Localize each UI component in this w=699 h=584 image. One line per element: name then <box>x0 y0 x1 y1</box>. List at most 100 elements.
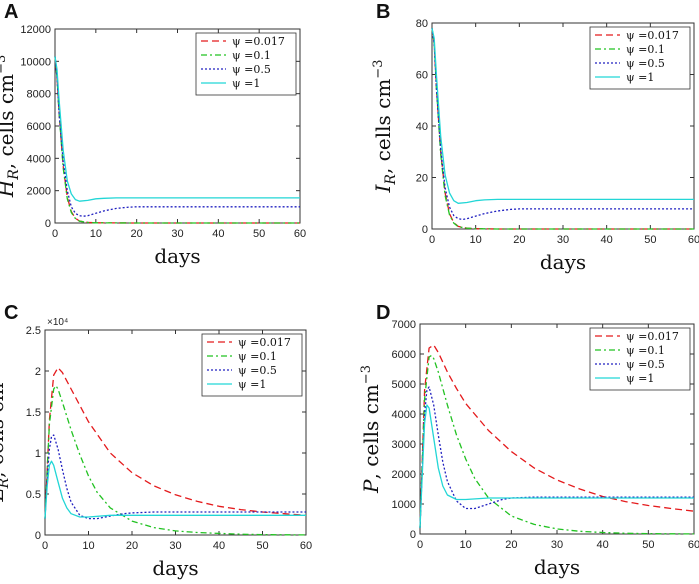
legend-entry: ψ =0.5 <box>232 63 271 76</box>
y-tick-label: 1 <box>35 448 41 460</box>
legend-box <box>589 26 691 90</box>
x-tick-label: 50 <box>253 228 265 240</box>
legend-entry: ψ =0.017 <box>232 35 285 48</box>
x-tick-label: 0 <box>417 539 423 551</box>
y-tick-label: 1.5 <box>26 407 41 419</box>
panel-b: B 0 10 20 30 40 50 60 0 20 40 60 80 days IR, cells cm−… <box>371 1 699 274</box>
y-tick-label: 5000 <box>392 379 416 391</box>
legend-entry: ψ =0.1 <box>238 350 277 363</box>
series-line-3 <box>419 386 694 529</box>
legend-box <box>589 327 691 391</box>
x-tick-label: 60 <box>294 228 306 240</box>
panel-letter: A <box>4 1 18 23</box>
x-tick-label: 40 <box>597 539 609 551</box>
series-line-4 <box>44 460 306 519</box>
x-tick-label: 10 <box>460 539 472 551</box>
y-tick-label: 40 <box>416 121 428 133</box>
y-tick-label: 1000 <box>392 499 416 511</box>
y-tick-label: 10000 <box>20 56 51 68</box>
legend-entry: ψ =0.1 <box>232 49 271 62</box>
y-tick-label: 2 <box>35 366 41 378</box>
y-tick-label: 0 <box>45 218 51 230</box>
panel-a: A 0 10 20 30 40 50 60 0 2000 4000 6000 8000 10000 1200… <box>0 1 306 268</box>
x-tick-label: 30 <box>551 539 563 551</box>
y-tick-label: 4000 <box>392 409 416 421</box>
x-tick-label: 30 <box>171 228 183 240</box>
x-tick-label: 40 <box>601 234 613 246</box>
y-tick-label: 60 <box>416 70 428 82</box>
legend-entry: ψ =0.5 <box>238 364 277 377</box>
x-tick-label: 60 <box>300 540 312 552</box>
series-line-2 <box>419 354 695 535</box>
panel-letter: C <box>4 302 18 324</box>
y-axis-label: HR, cells cm−3 <box>0 55 22 199</box>
legend-entry: ψ =0.5 <box>626 358 665 371</box>
panel-c: C 0 10 20 30 40 50 60 0 0.5 1 1.5 2 2.5 ×10⁴ days LR, ce… <box>0 302 312 580</box>
legend-box <box>195 32 297 96</box>
legend-entry: ψ =1 <box>626 71 654 84</box>
panel-d: D 0 10 20 30 40 50 60 0 1000 2000 3000 4000 5000 6000 7… <box>359 302 699 579</box>
legend-box <box>201 333 303 397</box>
y-tick-label: 6000 <box>27 121 51 133</box>
legend-entry: ψ =1 <box>232 77 260 90</box>
y-tick-label: 2000 <box>27 186 51 198</box>
x-axis-label: days <box>540 250 586 274</box>
panel-letter: D <box>376 302 390 324</box>
series-line-3 <box>44 434 306 520</box>
x-tick-label: 40 <box>213 540 225 552</box>
x-tick-label: 50 <box>644 234 656 246</box>
series-line-1 <box>431 28 694 230</box>
y-tick-label: 2000 <box>392 469 416 481</box>
x-tick-label: 30 <box>169 540 181 552</box>
y-axis-label: P, cells cm−3 <box>359 365 383 494</box>
y-tick-label: 20 <box>416 173 428 185</box>
y-tick-label: 8000 <box>27 89 51 101</box>
x-tick-label: 60 <box>688 539 699 551</box>
series-line-1 <box>54 56 300 224</box>
legend-entry: ψ =0.5 <box>626 57 665 70</box>
y-exponent-label: ×10⁴ <box>47 317 68 328</box>
x-tick-label: 30 <box>557 234 569 246</box>
x-tick-label: 20 <box>505 539 517 551</box>
series-line-3 <box>431 28 694 221</box>
legend-entry: ψ =1 <box>626 372 654 385</box>
x-tick-label: 0 <box>42 540 48 552</box>
y-tick-label: 2.5 <box>26 325 41 337</box>
legend-entry: ψ =0.017 <box>238 336 291 349</box>
series-line-1 <box>419 344 695 529</box>
x-tick-label: 10 <box>470 234 482 246</box>
legend-entry: ψ =1 <box>238 378 266 391</box>
y-axis-label: IR, cells cm−3 <box>371 60 399 194</box>
y-tick-label: 3000 <box>392 439 416 451</box>
x-tick-label: 20 <box>126 540 138 552</box>
x-tick-label: 10 <box>82 540 94 552</box>
legend-entry: ψ =0.017 <box>626 330 679 343</box>
series-line-1 <box>44 367 307 519</box>
y-axis-label: LR, cells cm−3 <box>0 363 12 502</box>
x-tick-label: 40 <box>212 228 224 240</box>
y-tick-label: 0 <box>35 530 41 542</box>
x-axis-label: days <box>154 244 200 268</box>
legend-entry: ψ =0.017 <box>626 29 679 42</box>
x-tick-label: 20 <box>131 228 143 240</box>
x-tick-label: 60 <box>688 234 699 246</box>
y-tick-label: 80 <box>416 18 428 30</box>
y-tick-label: 4000 <box>27 153 51 165</box>
y-tick-label: 12000 <box>20 24 51 36</box>
x-axis-label: days <box>152 556 198 580</box>
y-tick-label: 6000 <box>392 349 416 361</box>
x-tick-label: 20 <box>513 234 525 246</box>
legend-entry: ψ =0.1 <box>626 344 665 357</box>
series-line-2 <box>44 385 307 536</box>
y-tick-label: 0 <box>422 224 428 236</box>
x-tick-label: 10 <box>90 228 102 240</box>
y-tick-label: 7000 <box>392 319 416 331</box>
series-line-3 <box>54 56 300 217</box>
y-tick-label: 0 <box>410 529 416 541</box>
x-tick-label: 0 <box>429 234 435 246</box>
x-axis-label: days <box>534 555 580 579</box>
x-tick-label: 50 <box>642 539 654 551</box>
y-tick-label: 0.5 <box>26 489 41 501</box>
legend-entry: ψ =0.1 <box>626 43 665 56</box>
